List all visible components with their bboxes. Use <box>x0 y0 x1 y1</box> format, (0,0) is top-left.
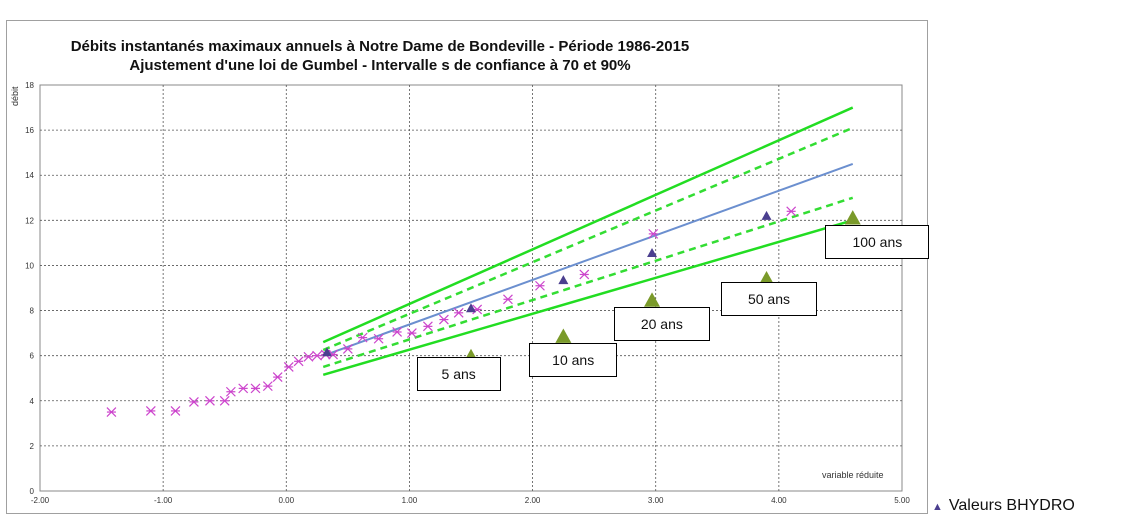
observed-point <box>219 395 230 406</box>
annotation-box-50-ans: 50 ans <box>721 282 817 317</box>
series-line-fit <box>322 163 854 357</box>
y-tick-label: 18 <box>25 81 34 90</box>
x-tick-label: 3.00 <box>648 496 664 505</box>
x-tick-label: 1.00 <box>402 496 418 505</box>
y-tick-label: 0 <box>30 487 35 496</box>
observed-point <box>422 321 433 332</box>
x-axis-label: variable réduite <box>822 470 884 480</box>
bhydro-point <box>321 347 332 357</box>
observed-point <box>438 314 449 325</box>
observed-point <box>406 328 417 339</box>
observed-point <box>579 269 590 280</box>
observed-point <box>535 280 545 291</box>
observed-point <box>373 333 384 344</box>
observed-point <box>205 395 215 406</box>
observed-point <box>170 406 181 416</box>
x-tick-label: -2.00 <box>31 496 50 505</box>
x-tick-label: 2.00 <box>525 496 541 505</box>
x-tick-label: 4.00 <box>771 496 787 505</box>
observed-point <box>392 327 403 337</box>
series-line-ci70-lower <box>322 196 854 369</box>
observed-point <box>145 406 156 416</box>
y-tick-label: 14 <box>25 171 34 180</box>
x-tick-label: 0.00 <box>278 496 294 505</box>
observed-point <box>312 350 322 361</box>
observed-point <box>272 372 283 383</box>
observed-point <box>357 332 368 343</box>
bhydro-point <box>466 303 476 313</box>
bhydro-point <box>761 210 772 220</box>
return-period-point <box>844 210 861 225</box>
observed-point <box>106 407 117 417</box>
plot-area-border <box>39 84 903 492</box>
return-period-point <box>758 270 775 286</box>
return-period-point <box>644 292 661 307</box>
bhydro-point <box>647 248 658 258</box>
observed-point <box>453 307 464 318</box>
observed-point <box>189 396 199 407</box>
y-tick-label: 2 <box>30 442 35 451</box>
observed-point <box>503 294 513 305</box>
x-tick-label: -1.00 <box>154 496 173 505</box>
y-tick-label: 4 <box>30 397 35 406</box>
series-line-ci90-upper <box>322 106 854 344</box>
legend: ▲ Valeurs BHYDRO <box>932 497 1075 515</box>
series-line-ci70-upper <box>322 126 854 352</box>
series-line-ci90-lower <box>322 219 854 377</box>
observed-point <box>238 383 249 394</box>
y-tick-label: 12 <box>25 216 34 225</box>
return-period-point <box>555 328 572 343</box>
chart-subtitle: Ajustement d'une loi de Gumbel - Interva… <box>129 57 631 74</box>
observed-point <box>786 206 797 217</box>
observed-point <box>283 362 294 372</box>
y-tick-label: 16 <box>25 126 34 135</box>
bhydro-point <box>558 275 569 285</box>
annotation-box-5-ans: 5 ans <box>416 356 501 391</box>
observed-point <box>262 381 273 392</box>
observed-point <box>303 351 314 362</box>
annotation-box-10-ans: 10 ans <box>529 343 618 378</box>
observed-point <box>342 343 353 354</box>
chart-frame <box>6 20 928 514</box>
annotation-box-100-ans: 100 ans <box>825 224 930 259</box>
observed-point <box>250 383 261 394</box>
legend-label: Valeurs BHYDRO <box>948 497 1075 514</box>
y-tick-label: 10 <box>25 261 34 270</box>
observed-point <box>225 386 236 397</box>
y-tick-label: 6 <box>30 352 35 361</box>
legend-triangle-marker: ▲ <box>932 501 943 513</box>
observed-point <box>648 228 659 239</box>
chart-title: Débits instantanés maximaux annuels à No… <box>70 38 690 55</box>
x-tick-label: 5.00 <box>894 496 910 505</box>
annotation-box-20-ans: 20 ans <box>613 307 710 342</box>
y-tick-label: 8 <box>30 307 35 316</box>
observed-point <box>293 356 304 367</box>
